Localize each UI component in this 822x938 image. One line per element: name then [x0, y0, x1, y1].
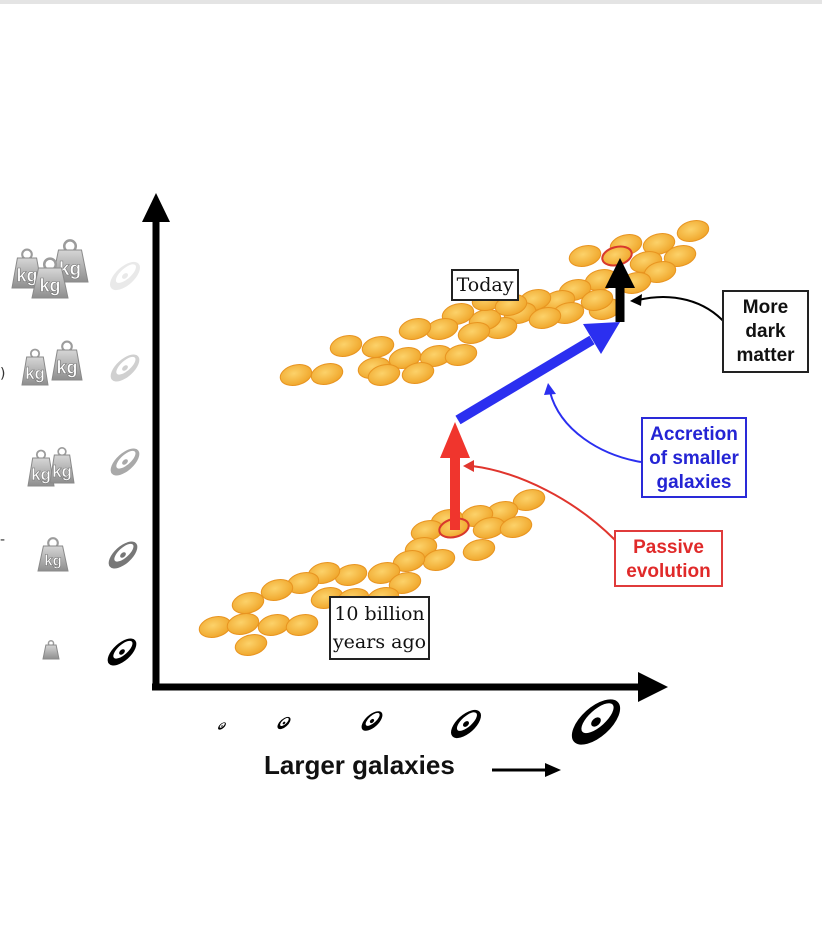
- accretion-line2: of smaller: [649, 448, 739, 469]
- accretion-line3: galaxies: [656, 472, 732, 493]
- galaxy-icon: [528, 307, 562, 329]
- passive-line1: Passive: [633, 537, 704, 558]
- passive-connector-head: [463, 460, 474, 472]
- galaxy-icon: [398, 318, 432, 340]
- kg-weight-icon: kg: [49, 446, 75, 484]
- kg-weight-icon: kg: [31, 257, 69, 299]
- kg-weight-label: kg: [16, 265, 37, 285]
- galaxy-icon: [676, 220, 710, 242]
- galaxy-icon: [568, 245, 602, 267]
- kg-weight-label: kg: [44, 553, 62, 570]
- galaxy-icon: [260, 579, 294, 601]
- kg-weight-icon: kg: [11, 248, 43, 289]
- dark-matter-line3: matter: [736, 345, 795, 366]
- top-border: [0, 0, 822, 4]
- dark-matter-arrow: [605, 258, 635, 322]
- galaxy-icon: [361, 336, 395, 358]
- galaxy-icon: [663, 245, 697, 267]
- kg-weight-icon: kg: [21, 348, 49, 386]
- past-label-line1: 10 billion: [334, 603, 425, 625]
- galaxy-icon: [642, 233, 676, 255]
- galaxy-icon: [110, 354, 140, 382]
- accretion-callout: Accretion of smaller galaxies: [641, 417, 747, 498]
- past-label-line2: years ago: [332, 631, 427, 653]
- kg-weight-label: kg: [25, 364, 45, 383]
- galaxy-cluster-today: [279, 220, 710, 386]
- galaxy-icon: [310, 363, 344, 385]
- right-arrow-icon: [492, 763, 561, 777]
- galaxy-icon: [218, 722, 226, 730]
- galaxy-icon: [499, 516, 533, 538]
- galaxy-icon: [422, 549, 456, 571]
- galaxy-icon: [571, 699, 621, 745]
- passive-evolution-arrow: [440, 422, 470, 530]
- galaxy-icon: [234, 634, 268, 656]
- edge-fragment-b: -: [0, 532, 6, 548]
- galaxy-icon: [388, 572, 422, 594]
- galaxy-icon: [462, 539, 496, 561]
- kg-weight-label: kg: [39, 275, 60, 295]
- galaxy-icon: [231, 592, 265, 614]
- dark-matter-connector-head: [630, 294, 642, 306]
- edge-fragment-a: ): [0, 366, 6, 382]
- galaxy-icon: [107, 638, 137, 666]
- y-axis-arrowhead: [142, 193, 170, 222]
- kg-weight-icon: [42, 640, 60, 660]
- kg-weight-icon: kg: [51, 340, 83, 381]
- kg-weight-label: kg: [31, 465, 51, 484]
- galaxy-icon: [444, 344, 478, 366]
- galaxy-icon: [110, 448, 140, 476]
- galaxy-icon: [367, 364, 401, 386]
- kg-weight-label: kg: [56, 357, 77, 377]
- kg-weight-label: kg: [52, 462, 72, 481]
- galaxy-icon: [285, 614, 319, 636]
- galaxy-icon: [108, 541, 138, 569]
- x-axis-arrowhead: [638, 672, 668, 702]
- galaxy-icon: [367, 562, 401, 584]
- dark-matter-line1: More: [742, 297, 789, 318]
- galaxy-icon: [451, 709, 481, 739]
- galaxy-icon: [361, 711, 383, 731]
- galaxy-icon: [580, 289, 614, 311]
- accretion-connector: [549, 391, 642, 463]
- dark-matter-connector: [637, 296, 727, 325]
- passive-connector: [471, 465, 616, 541]
- galaxy-icon: [226, 613, 260, 635]
- dark-matter-line2: dark: [745, 321, 786, 342]
- passive-line2: evolution: [626, 561, 711, 582]
- galaxy-icon: [110, 261, 140, 291]
- galaxy-icon: [457, 322, 491, 344]
- accretion-connector-head: [544, 383, 556, 395]
- today-label-text: Today: [456, 274, 514, 296]
- galaxy-icon: [401, 362, 435, 384]
- passive-callout: Passive evolution: [614, 530, 723, 587]
- x-axis-icons: [218, 699, 621, 745]
- past-label: 10 billion years ago: [329, 596, 430, 660]
- kg-weight-icon: kg: [37, 537, 69, 572]
- today-label: Today: [451, 269, 519, 301]
- accretion-line1: Accretion: [650, 424, 738, 445]
- galaxy-icon: [279, 364, 313, 386]
- x-axis-label: Larger galaxies: [264, 750, 455, 780]
- kg-weight-icon: kg: [27, 449, 55, 487]
- galaxy-icon: [277, 716, 291, 730]
- accretion-arrow: [455, 322, 620, 425]
- dark-matter-callout: More dark matter: [722, 290, 809, 373]
- kg-weight-label: kg: [59, 259, 81, 280]
- galaxy-icon: [329, 335, 363, 357]
- axes: [142, 193, 668, 702]
